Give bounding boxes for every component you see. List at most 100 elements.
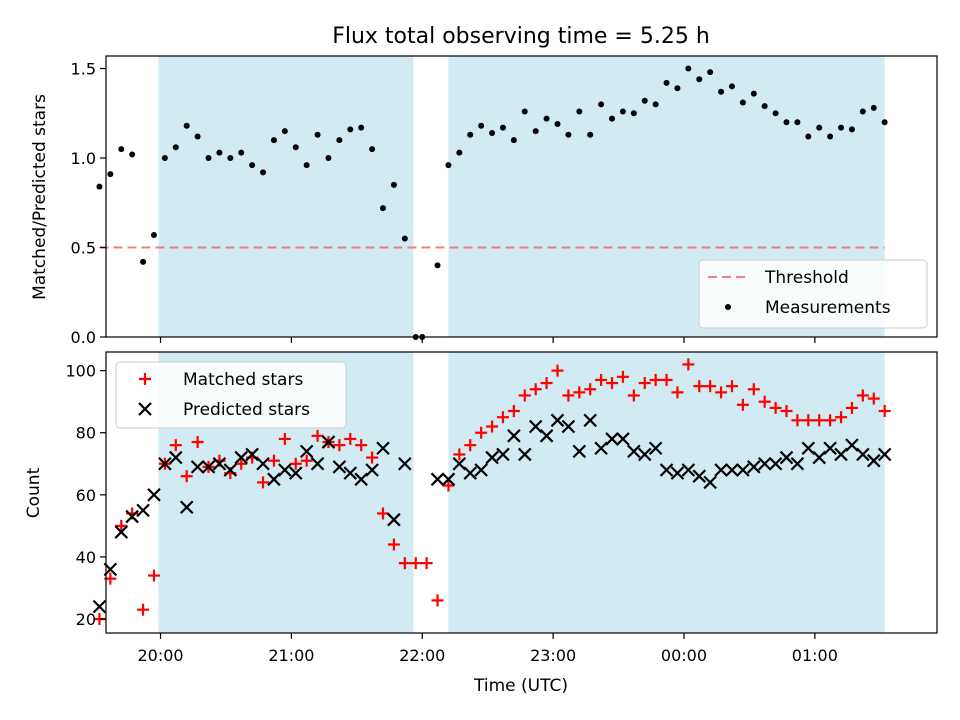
measurements-point — [489, 129, 496, 136]
measurements-point — [728, 83, 735, 90]
predicted-stars-point — [757, 457, 772, 471]
predicted-stars-point — [354, 472, 368, 487]
measurements-point — [281, 128, 288, 135]
measurements-point — [325, 155, 332, 162]
predicted-stars-point — [234, 450, 249, 465]
predicted-stars-point — [299, 444, 314, 459]
measurements-point — [609, 115, 616, 122]
predicted-stars-point — [387, 512, 401, 527]
measurements-point — [194, 133, 201, 140]
matched-stars-point — [137, 603, 150, 616]
x-tick-label: 20:00 — [137, 646, 183, 665]
matched-stars-point — [442, 479, 455, 492]
matched-stars-point — [420, 557, 433, 570]
measurements-point — [816, 124, 823, 131]
x-tick-label: 00:00 — [661, 646, 707, 665]
measurements-point — [314, 131, 321, 138]
matched-stars-point — [333, 439, 346, 452]
predicted-stars-point — [823, 441, 837, 456]
matched-stars-point — [191, 436, 204, 449]
matched-stars-point — [540, 377, 553, 390]
predicted-stars-point — [147, 488, 161, 502]
matched-stars-point — [387, 538, 400, 551]
predicted-stars-point — [627, 444, 641, 459]
measurements-point — [630, 110, 637, 117]
measurements-point — [118, 146, 125, 153]
measurements-point — [478, 122, 485, 129]
predicted-stars-point — [539, 429, 554, 443]
measurements-point — [205, 155, 212, 162]
measurements-point — [532, 128, 539, 135]
matched-stars-point — [769, 401, 782, 414]
predicted-stars-point — [376, 441, 390, 456]
predicted-stars-point — [801, 441, 816, 456]
matched-stars-point — [169, 439, 182, 452]
matched-stars-point — [584, 383, 597, 396]
matched-stars-point — [616, 370, 629, 383]
matched-stars-point — [649, 373, 662, 386]
y-tick-label: 80 — [76, 424, 96, 443]
predicted-stars-point — [747, 460, 761, 474]
matched-stars-point — [518, 389, 531, 402]
measurements-point — [761, 103, 768, 110]
matched-stars-point — [562, 389, 575, 402]
measurements-point — [794, 119, 801, 126]
matched-stars-point — [693, 380, 706, 393]
matched-stars-point — [398, 557, 411, 570]
legend-matched-label: Matched stars — [183, 370, 303, 390]
predicted-stars-point — [125, 509, 139, 524]
predicted-stars-point — [212, 457, 227, 471]
y-tick-label: 60 — [76, 486, 96, 505]
measurements-point — [107, 171, 114, 178]
measurements-point — [249, 162, 256, 169]
matched-stars-point — [366, 451, 379, 464]
measurements-point — [292, 144, 299, 151]
predicted-stars-point — [594, 441, 608, 456]
predicted-stars-point — [659, 463, 674, 477]
matched-stars-point — [300, 454, 313, 467]
matched-stars-point — [431, 594, 444, 607]
matched-stars-point — [551, 364, 564, 377]
measurements-point — [96, 183, 103, 190]
predicted-stars-point — [528, 419, 543, 434]
measurements-point — [783, 119, 790, 126]
axes-frame — [105, 351, 938, 634]
bottom-y-axis-label: Count — [24, 467, 44, 518]
matched-stars-point — [758, 395, 771, 408]
matched-stars-point — [377, 507, 389, 520]
matched-stars-point — [464, 439, 477, 452]
matched-stars-point — [235, 457, 248, 470]
legend-measurements-label: Measurements — [765, 298, 891, 318]
measurements-point — [598, 101, 605, 108]
matched-stars-point — [725, 380, 738, 393]
predicted-stars-point — [136, 503, 150, 518]
predicted-stars-point — [834, 447, 848, 462]
matched-stars-point — [180, 470, 193, 483]
matched-stars-point — [845, 401, 858, 414]
measurements-point — [663, 79, 670, 86]
predicted-stars-point — [812, 450, 826, 465]
matched-stars-point — [573, 386, 586, 399]
shaded-region-1 — [158, 56, 414, 337]
measurements-point — [358, 124, 365, 131]
predicted-stars-point — [572, 444, 587, 459]
matched-stars-point — [529, 383, 542, 396]
matched-stars-point — [736, 398, 749, 411]
predicted-stars-point — [245, 447, 259, 462]
measurements-point — [183, 122, 190, 129]
matched-stars-point — [496, 411, 509, 424]
matched-stars-point — [671, 386, 684, 399]
x-tick-label: 23:00 — [530, 646, 576, 665]
measurements-point — [827, 133, 834, 140]
matched-stars-point — [267, 454, 280, 467]
shaded-region-2 — [448, 352, 885, 633]
matched-stars-point — [409, 557, 422, 570]
measurements-point — [303, 162, 310, 169]
predicted-stars-point — [605, 432, 619, 446]
x-tick-label: 22:00 — [399, 646, 445, 665]
predicted-stars-point — [114, 525, 129, 539]
predicted-stars-point — [474, 463, 488, 477]
measurements-point — [260, 169, 267, 176]
matched-stars-point — [780, 404, 793, 417]
